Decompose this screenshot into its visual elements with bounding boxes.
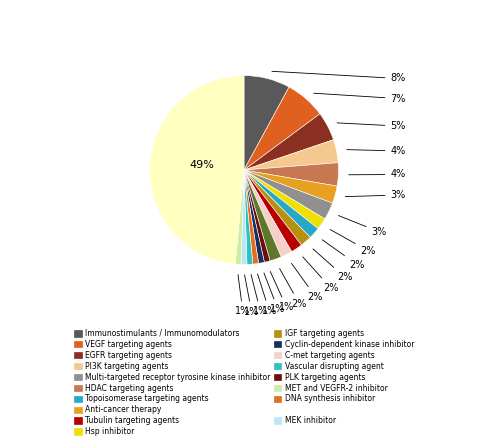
Text: 8%: 8% [272,72,406,83]
Text: 2%: 2% [313,249,352,282]
Text: 1%: 1% [251,275,268,317]
Text: 1%: 1% [258,274,277,316]
Wedge shape [244,140,338,170]
Wedge shape [244,170,325,228]
Text: 2%: 2% [291,263,323,302]
Wedge shape [244,170,259,264]
Text: 5%: 5% [337,121,406,131]
Text: 3%: 3% [338,215,387,237]
Wedge shape [244,170,253,265]
Text: 1%: 1% [244,275,259,317]
Text: 2%: 2% [330,230,376,256]
Wedge shape [244,170,310,245]
Wedge shape [244,87,320,170]
Wedge shape [244,170,302,252]
Text: 2%: 2% [322,240,365,269]
Wedge shape [241,170,247,265]
Text: 1%: 1% [264,273,285,314]
Text: 49%: 49% [189,160,214,170]
Text: 3%: 3% [345,190,406,200]
Text: 2%: 2% [280,269,307,309]
Text: 4%: 4% [346,146,406,156]
Legend: Immunostimulants / Immunomodulators, VEGF targeting agents, EGFR targeting agent: Immunostimulants / Immunomodulators, VEG… [74,329,414,436]
Text: 1%: 1% [235,275,250,317]
Text: 1%: 1% [270,272,294,312]
Wedge shape [244,170,332,219]
Wedge shape [244,170,292,257]
Text: 4%: 4% [349,170,406,180]
Wedge shape [244,75,289,170]
Text: 2%: 2% [303,257,338,293]
Wedge shape [244,170,337,203]
Wedge shape [244,170,264,263]
Wedge shape [244,170,318,237]
Wedge shape [244,170,281,261]
Wedge shape [149,75,244,264]
Wedge shape [244,114,333,170]
Wedge shape [244,170,270,262]
Wedge shape [244,163,339,186]
Text: 7%: 7% [314,93,406,104]
Wedge shape [235,170,244,265]
